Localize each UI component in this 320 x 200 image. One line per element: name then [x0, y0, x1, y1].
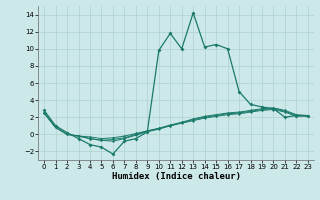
X-axis label: Humidex (Indice chaleur): Humidex (Indice chaleur)	[111, 172, 241, 181]
